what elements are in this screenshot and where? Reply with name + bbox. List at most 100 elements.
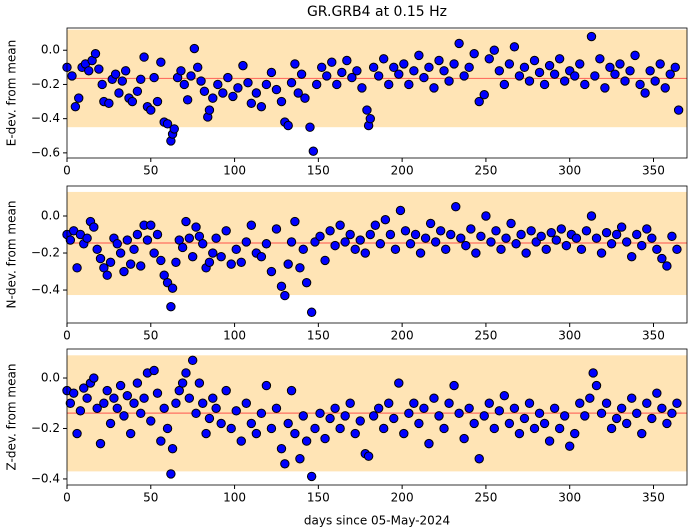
point [632,229,642,240]
point [243,78,253,88]
point [266,423,277,434]
point [670,62,680,73]
point [554,54,565,64]
point [129,398,139,408]
y-axis-label: Z-dev. from mean [5,364,19,471]
point [606,239,617,249]
point [384,79,394,90]
point [109,393,119,403]
x-tick-label: 150 [307,164,330,178]
point [320,433,330,444]
point [211,403,221,413]
point [385,229,396,240]
point [486,237,496,247]
point [198,239,208,249]
point [241,398,251,408]
point [446,229,456,240]
point [117,76,127,86]
point [494,406,505,416]
point [405,239,416,249]
point [162,119,173,129]
point [399,59,409,69]
x-tick-label: 150 [307,329,330,343]
point [216,418,226,429]
point [290,428,300,439]
point [305,122,315,132]
point [122,390,133,401]
point [152,229,163,240]
point [169,124,179,134]
point [184,233,195,243]
point [549,403,560,413]
point [605,62,615,73]
point [410,229,421,240]
point [290,59,300,69]
point [184,393,195,403]
point [630,50,640,61]
point [461,240,471,251]
point [451,202,461,212]
point [539,79,550,90]
point [580,79,590,90]
point [539,418,550,429]
point [554,423,565,434]
x-tick-label: 100 [223,329,246,343]
point [332,79,342,90]
point [570,71,580,81]
y-tick-label: 0.0 [41,43,60,57]
point [642,398,652,408]
point [139,393,149,403]
point [529,55,540,66]
x-tick-label: 200 [391,164,414,178]
point [156,255,166,266]
point [146,416,156,426]
point [400,226,411,236]
point [600,83,610,93]
point [655,59,665,69]
point [484,398,494,408]
point [295,454,305,464]
point [105,257,116,267]
point [65,235,76,245]
point [204,105,215,115]
point [620,76,630,86]
axes-frame [66,348,688,486]
point [586,31,597,42]
point [652,244,662,255]
point [459,433,469,444]
point [456,233,466,243]
point [125,259,136,269]
point [72,263,82,273]
point [322,71,332,81]
point [342,55,352,66]
point [667,408,677,419]
point [149,365,159,376]
point [368,62,379,73]
x-tick-label: 0 [63,329,71,343]
point [171,398,181,408]
point [286,78,297,88]
y-tick-label: −0.2 [31,77,60,91]
point [102,385,112,396]
point [186,71,196,81]
point [581,226,592,236]
point [310,423,320,434]
x-tick-label: 50 [143,164,158,178]
point [494,66,505,76]
point [611,229,622,240]
point [79,383,89,393]
point [616,222,627,232]
point [389,413,399,424]
point [162,423,173,434]
point [561,240,572,251]
point [156,436,166,446]
point [449,59,459,69]
point [606,423,617,434]
point [152,388,163,398]
point [420,233,431,243]
point [266,266,277,277]
point [419,403,429,413]
point [575,59,585,69]
point [419,72,429,83]
point [657,253,667,264]
